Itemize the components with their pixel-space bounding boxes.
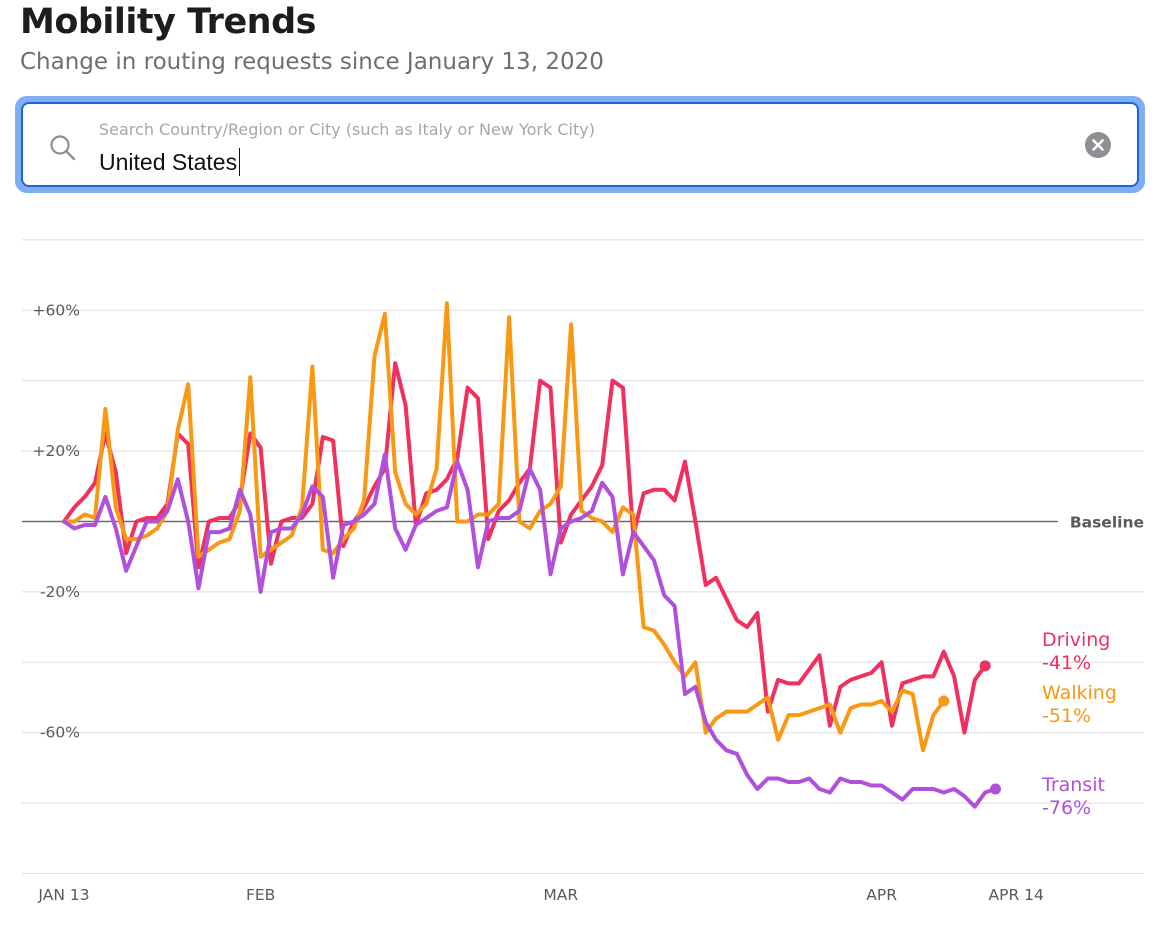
series-line-transit [62,452,998,809]
series-line-walking [62,301,946,753]
series-end-dot-transit [990,783,1001,795]
page-subtitle: Change in routing requests since January… [20,49,604,75]
series-value-transit: -76% [1042,797,1091,819]
series-name-transit: Transit [1041,774,1105,796]
y-tick-label: -60% [40,724,80,742]
search-field[interactable]: Search Country/Region or City (such as I… [21,102,1139,187]
x-tick-label: MAR [543,886,578,904]
baseline-label: Baseline [1070,514,1144,532]
close-icon [1092,139,1104,151]
y-tick-label: +20% [33,442,80,460]
series-value-walking: -51% [1042,705,1091,727]
x-tick-label: APR 14 [989,886,1044,904]
x-tick-label: JAN 13 [37,886,89,904]
clear-search-button[interactable] [1085,132,1111,158]
series-name-driving: Driving [1042,629,1110,651]
search-box[interactable]: Search Country/Region or City (such as I… [15,96,1145,193]
series-name-walking: Walking [1042,682,1117,704]
search-placeholder: Search Country/Region or City (such as I… [99,120,595,139]
series-line-driving [62,361,988,735]
series-end-dot-walking [938,695,950,707]
series-end-dot-driving [979,660,991,672]
y-tick-label: +60% [33,301,80,319]
series-value-driving: -41% [1042,652,1091,674]
search-icon [50,135,76,161]
x-tick-label: APR [866,886,897,904]
x-tick-label: FEB [246,886,275,904]
search-input[interactable]: United States [99,148,241,176]
y-tick-label: -20% [40,583,80,601]
page-title: Mobility Trends [20,2,316,42]
